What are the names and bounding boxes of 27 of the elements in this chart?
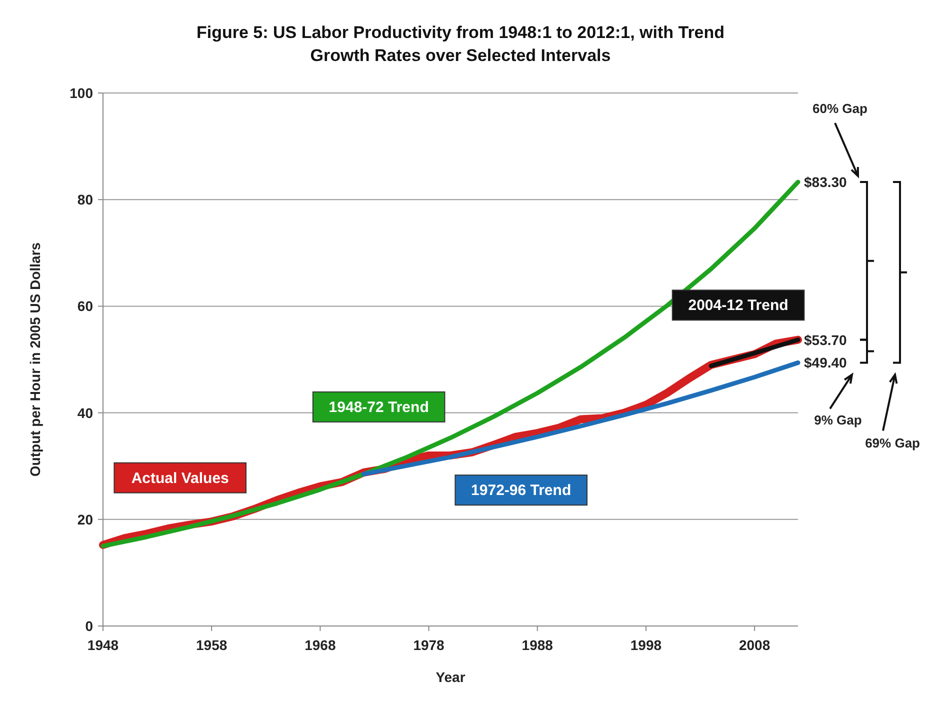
x-tick-label: 1988 (522, 637, 554, 653)
text: 69% Gap (865, 436, 920, 451)
text: $83.30 (804, 174, 848, 190)
line-series (100, 180, 800, 548)
text: 60% Gap (812, 101, 868, 116)
text: $53.70 (804, 332, 848, 348)
series-label: 1972-96 Trend (471, 482, 572, 500)
y-tick-label: 0 (85, 618, 94, 634)
x-tick-label: 1958 (196, 637, 228, 653)
x-axis-title: Year (436, 669, 466, 685)
series-label: 2004-12 Trend (688, 297, 788, 314)
x-tick-label: 1968 (304, 637, 336, 653)
text: 9% Gap (814, 412, 862, 428)
y-tick-label: 80 (77, 192, 94, 208)
x-tick-label: 1948 (87, 637, 119, 653)
x-tick-label: 2008 (738, 637, 770, 653)
y-tick-label: 60 (77, 298, 94, 314)
x-tick-label: 1998 (630, 637, 662, 653)
y-axis-title: Output per Hour in 2005 US Dollars (27, 242, 43, 477)
text: $49.40 (804, 354, 848, 371)
y-tick-label: 100 (70, 85, 94, 101)
chart-title: Figure 5: US Labor Productivity from 1948:1 to 2012:1, with Trend Growth Rates over Selected Intervals (196, 23, 725, 65)
series-label: Actual Values (131, 470, 229, 487)
y-tick-label: 20 (77, 511, 94, 528)
x-tick-label: 1978 (413, 637, 445, 653)
series-label: 1948-72 Trend (328, 398, 429, 416)
y-tick-label: 40 (77, 404, 94, 421)
